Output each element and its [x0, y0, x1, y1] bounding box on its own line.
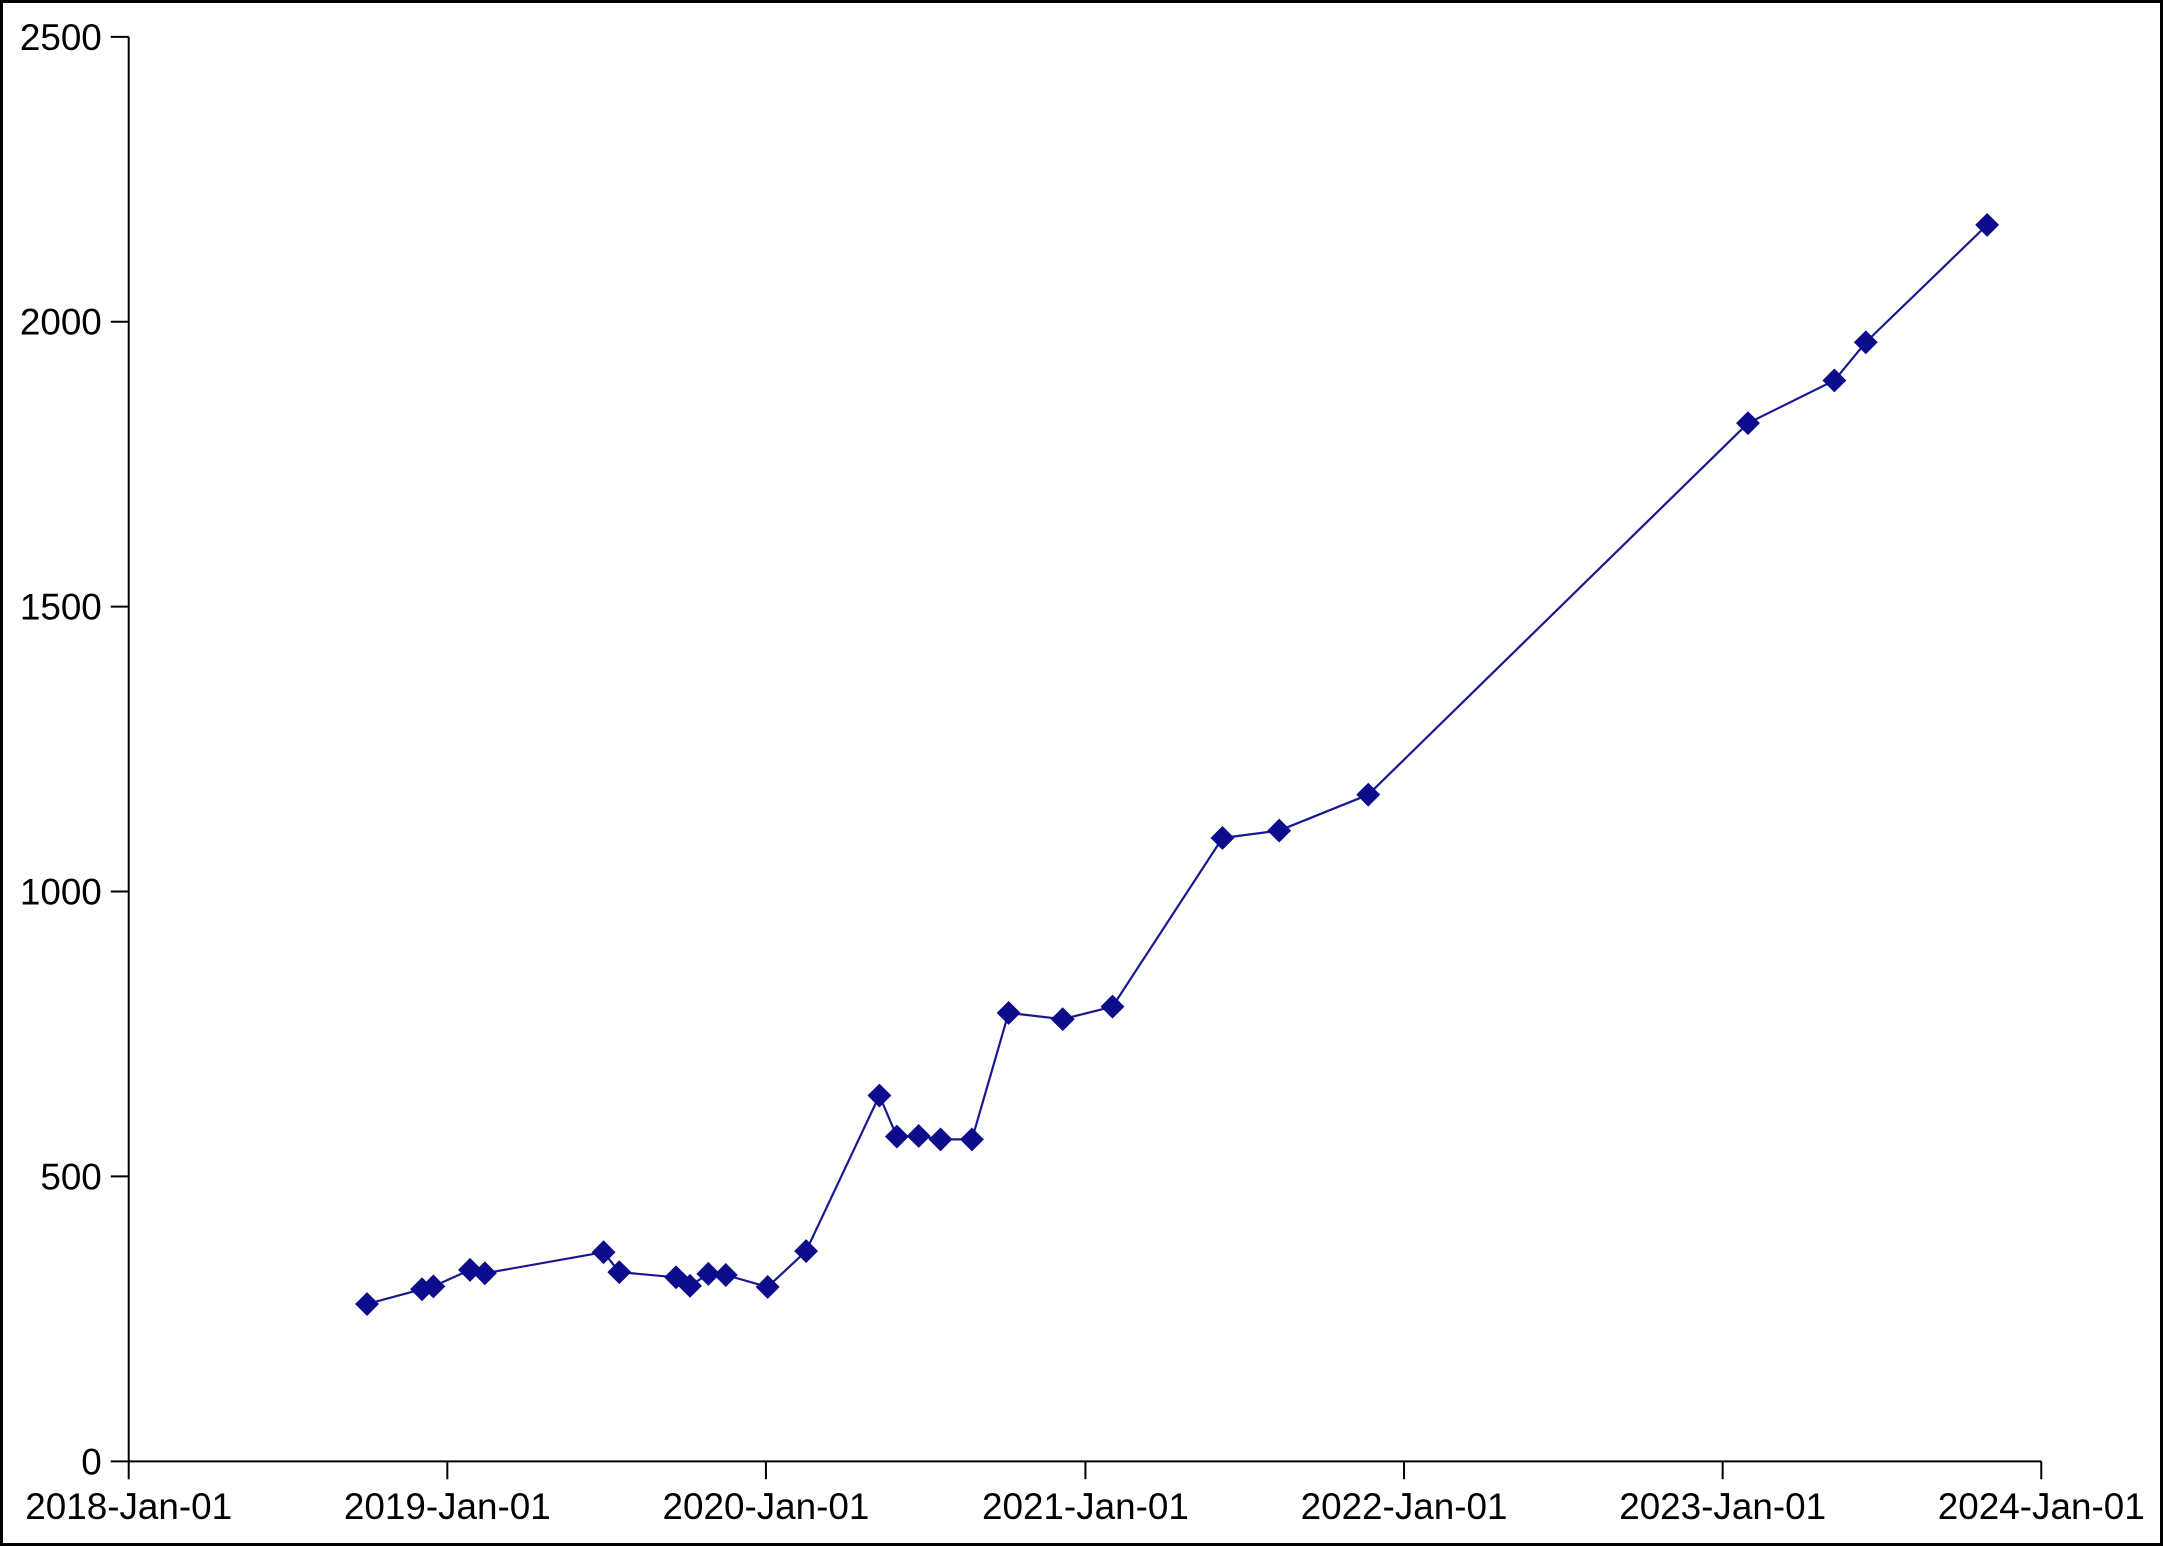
data-point-marker [928, 1127, 953, 1152]
data-point-marker [607, 1260, 632, 1285]
y-tick-label: 2000 [20, 302, 102, 343]
y-tick-label: 0 [81, 1441, 102, 1482]
series-line [366, 224, 1988, 1306]
x-tick-label: 2019-Jan-01 [344, 1486, 551, 1527]
data-point-marker [1100, 994, 1125, 1019]
x-tick-label: 2024-Jan-01 [1938, 1486, 2145, 1527]
y-tick-label: 1000 [20, 871, 102, 912]
data-point-marker [1267, 818, 1292, 843]
data-point-marker [355, 1292, 379, 1317]
data-point-marker [884, 1124, 909, 1149]
y-tick-label: 500 [40, 1156, 101, 1197]
data-point-marker [421, 1274, 446, 1299]
x-tick-label: 2023-Jan-01 [1619, 1486, 1826, 1527]
data-point-marker [472, 1261, 497, 1286]
data-point-marker [959, 1127, 984, 1152]
x-tick-label: 2020-Jan-01 [662, 1486, 869, 1527]
data-point-marker [906, 1124, 931, 1148]
data-point-marker [1050, 1007, 1075, 1032]
x-tick-label: 2021-Jan-01 [982, 1486, 1189, 1527]
x-tick-label: 2018-Jan-01 [25, 1486, 232, 1527]
x-tick-label: 2022-Jan-01 [1301, 1486, 1508, 1527]
data-point-marker [867, 1083, 892, 1108]
y-tick-label: 2500 [20, 17, 102, 58]
data-point-marker [1853, 330, 1878, 355]
data-point-marker [591, 1240, 616, 1265]
data-point-marker [1210, 826, 1235, 850]
chart-canvas: 0 500 1000 1500 2000 2500 2018-Jan-01 2019-Jan-… [20, 17, 2145, 1527]
data-point-marker [1736, 411, 1760, 436]
axes [127, 36, 2042, 1463]
y-tick-label: 1500 [20, 587, 102, 628]
data-point-marker [1822, 368, 1847, 393]
data-point-marker [996, 1000, 1021, 1025]
data-point-marker [713, 1263, 738, 1287]
